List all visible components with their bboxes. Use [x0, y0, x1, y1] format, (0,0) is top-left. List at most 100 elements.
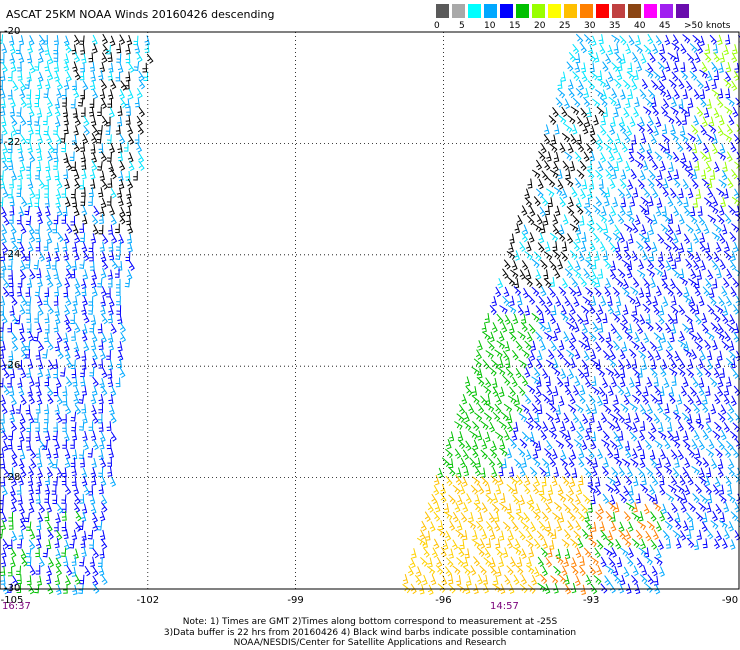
wind-barb: [627, 62, 633, 73]
wind-barb: [635, 493, 641, 504]
wind-barb: [650, 359, 657, 370]
wind-barb: [92, 512, 98, 523]
wind-barb: [37, 150, 43, 162]
wind-barb: [539, 485, 545, 496]
wind-barb: [64, 457, 71, 469]
wind-barb: [615, 296, 622, 307]
wind-barb: [645, 295, 652, 306]
wind-barb: [35, 89, 41, 100]
wind-barb: [514, 404, 523, 414]
wind-barb: [659, 386, 665, 397]
wind-barb: [713, 107, 720, 119]
wind-barb: [545, 502, 552, 514]
wind-barb: [116, 295, 121, 306]
wind-barb: [626, 267, 633, 279]
wind-barb: [615, 305, 621, 316]
wind-barb: [559, 458, 569, 468]
wind-barb: [577, 142, 585, 153]
wind-barb: [641, 394, 649, 405]
wind-barb: [624, 161, 631, 172]
wind-barb: [485, 484, 491, 495]
wind-barbs: [0, 33, 740, 596]
wind-barb: [11, 125, 18, 136]
wind-barb: [673, 205, 680, 217]
wind-barb: [599, 97, 608, 108]
wind-barb: [11, 530, 18, 542]
wind-barb: [71, 556, 77, 566]
wind-barb: [125, 251, 131, 262]
wind-barb: [702, 394, 708, 405]
wind-barb: [585, 197, 591, 208]
wind-barb: [615, 475, 621, 487]
wind-barb: [631, 223, 639, 234]
wind-barb: [695, 395, 702, 406]
wind-barb: [733, 133, 740, 144]
wind-barb: [699, 241, 706, 252]
wind-barb: [631, 512, 640, 522]
wind-barb: [462, 449, 470, 460]
wind-barb: [26, 431, 31, 442]
wind-barb: [633, 70, 639, 81]
wind-barb: [642, 303, 651, 314]
wind-barb: [81, 278, 87, 289]
wind-barb: [657, 61, 666, 72]
wind-barb: [630, 169, 637, 180]
wind-barb: [732, 106, 739, 118]
wind-barb: [547, 177, 556, 188]
wind-barb: [709, 34, 717, 45]
wind-barb: [471, 476, 481, 486]
wind-barb: [683, 430, 689, 441]
wind-barb: [585, 340, 591, 351]
wind-barb: [482, 574, 488, 585]
wind-barb: [1, 313, 8, 324]
wind-barb: [18, 35, 25, 46]
wind-barb: [646, 151, 654, 162]
wind-barb: [564, 384, 572, 396]
wind-barb: [16, 539, 23, 549]
wind-barb: [655, 322, 663, 333]
wind-barb: [576, 169, 585, 180]
wind-barb: [717, 34, 723, 46]
wind-barb: [0, 71, 6, 82]
wind-barb: [645, 467, 654, 477]
wind-barb: [115, 241, 122, 251]
wind-barb: [705, 250, 713, 261]
wind-barb: [718, 296, 725, 307]
wind-barb: [697, 43, 704, 54]
wind-barb: [635, 385, 642, 397]
wind-barb: [700, 260, 706, 271]
wind-barb: [662, 124, 668, 135]
wind-barb: [462, 566, 471, 576]
wind-barb: [613, 431, 620, 442]
wind-barb: [35, 403, 41, 414]
wind-barb: [502, 268, 509, 279]
wind-barb: [437, 520, 444, 531]
wind-barb: [603, 394, 609, 405]
wind-barb: [672, 151, 680, 163]
wind-barb: [732, 241, 739, 253]
wind-barb: [507, 421, 514, 433]
wind-barb: [60, 133, 66, 143]
wind-barb: [116, 187, 123, 198]
wind-barb: [48, 457, 54, 468]
wind-barb: [685, 169, 694, 179]
wind-barb: [57, 231, 64, 243]
wind-barb: [472, 421, 480, 431]
wind-barb: [456, 575, 462, 586]
wind-barb: [724, 528, 730, 540]
wind-barb: [732, 44, 738, 55]
wind-barb: [470, 484, 479, 495]
wind-barb: [535, 269, 542, 280]
wind-barb: [35, 169, 40, 180]
wind-barb: [549, 232, 559, 242]
wind-barb: [672, 467, 680, 478]
wind-barb: [532, 484, 540, 495]
wind-barb: [704, 485, 713, 495]
wind-barb: [502, 375, 511, 386]
wind-barb: [91, 331, 98, 343]
wind-barb: [633, 107, 640, 118]
wind-barb: [624, 250, 632, 261]
wind-barb: [537, 582, 546, 592]
wind-barb: [623, 278, 629, 290]
wind-barb: [594, 277, 601, 288]
